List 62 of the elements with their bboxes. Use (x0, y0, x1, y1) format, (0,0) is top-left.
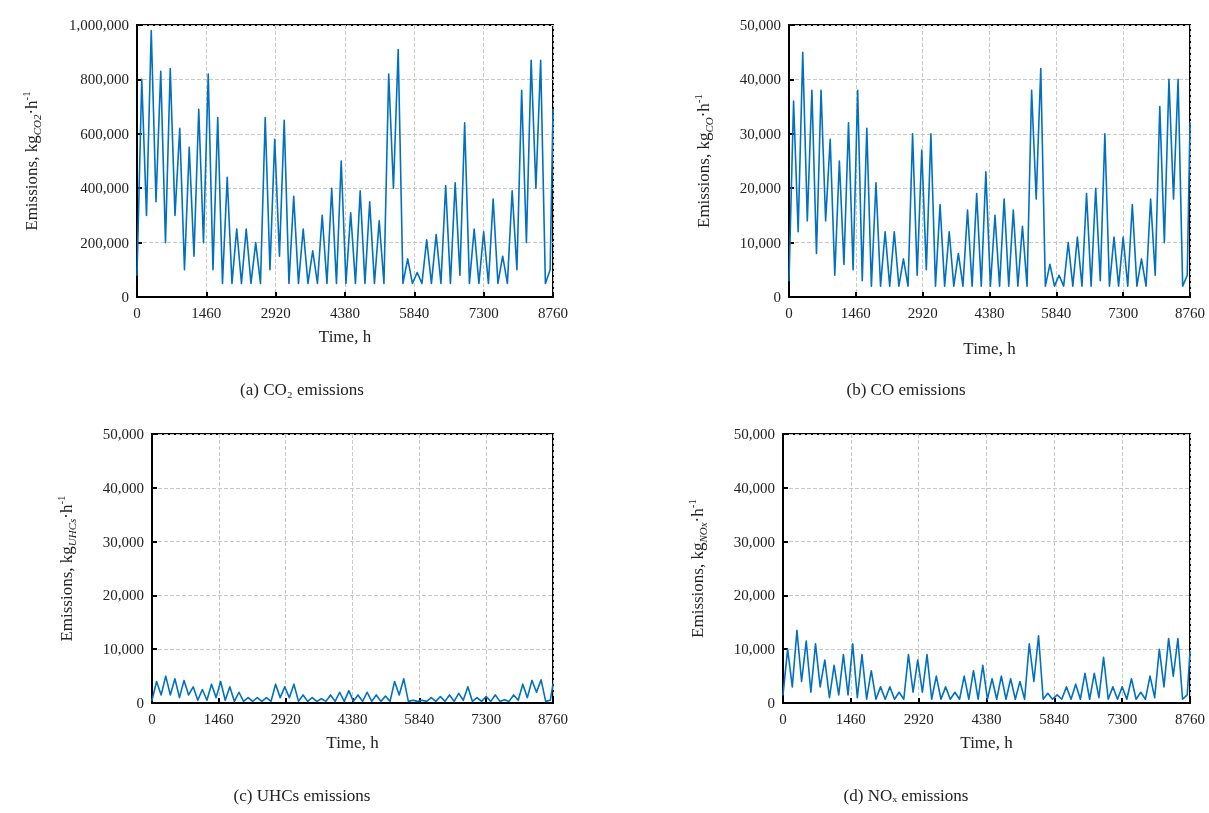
y-axis-title: Emissions, kgCO·h-1 (691, 93, 715, 229)
x-tick-label: 1460 (191, 304, 222, 321)
x-tick-label: 8760 (1175, 304, 1205, 321)
x-tick-label: 8760 (538, 710, 568, 727)
x-tick-label: 7300 (1107, 710, 1138, 727)
y-tick-label: 0 (136, 695, 144, 711)
text: (b) CO emissions (846, 380, 966, 399)
x-tick-label: 5840 (1039, 710, 1070, 727)
x-tick-label: 4380 (330, 304, 360, 321)
x-tick-label: 1460 (835, 710, 866, 727)
x-tick-label: 1460 (203, 710, 234, 727)
x-tick-label: 7300 (471, 710, 502, 727)
x-tick-label: 4380 (337, 710, 368, 727)
y-tick-label: 10,000 (739, 234, 781, 251)
x-tick-label: 5840 (1041, 304, 1072, 321)
y-tick-label: 50,000 (739, 17, 781, 33)
x-tick-label: 4380 (971, 710, 1002, 727)
y-tick-label: 0 (767, 695, 775, 711)
y-tick-label: 0 (773, 289, 781, 305)
y-tick-label: 20,000 (739, 180, 781, 197)
y-tick-label: 10,000 (102, 641, 144, 658)
x-axis-title: Time, h (963, 338, 1017, 358)
x-tick-label: 2920 (260, 304, 291, 321)
y-tick-label: 30,000 (102, 533, 144, 550)
x-tick-label: 5840 (404, 710, 435, 727)
y-tick-label: 40,000 (739, 71, 781, 88)
x-tick-label: 0 (148, 710, 156, 727)
x-tick-label: 4380 (974, 304, 1005, 321)
x-tick-label: 2920 (270, 710, 301, 727)
y-tick-label: 30,000 (739, 125, 781, 142)
y-tick-label: 200,000 (80, 234, 129, 251)
y-tick-label: 20,000 (102, 587, 144, 604)
text: (c) UHCs emissions (233, 786, 371, 805)
x-tick-label: 7300 (1108, 304, 1139, 321)
x-tick-label: 0 (785, 304, 793, 321)
y-tick-label: 40,000 (733, 479, 775, 496)
x-tick-label: 5840 (399, 304, 430, 321)
x-tick-label: 8760 (538, 304, 568, 321)
y-tick-label: 20,000 (733, 587, 775, 604)
y-tick-label: 10,000 (733, 641, 775, 658)
y-tick-label: 30,000 (733, 533, 775, 550)
line-series (136, 29, 554, 285)
y-tick-label: 800,000 (80, 71, 129, 88)
text: (a) CO₂ emissions (240, 380, 364, 399)
y-tick-label: 600,000 (80, 125, 129, 142)
y-tick-label: 50,000 (102, 426, 144, 442)
x-tick-label: 2920 (907, 304, 938, 321)
x-axis-title: Time, h (318, 326, 372, 346)
x-tick-label: 8760 (1175, 710, 1205, 727)
y-tick-label: 400,000 (80, 180, 129, 197)
x-tick-label: 2920 (903, 710, 934, 727)
y-tick-label: 1,000,000 (69, 17, 129, 33)
x-axis-title: Time, h (326, 732, 380, 752)
x-tick-label: 1460 (840, 304, 871, 321)
y-tick-label: 40,000 (102, 479, 144, 496)
y-axis-title: Emissions, kgUHCs·h-1 (54, 495, 78, 642)
x-axis-title: Time, h (960, 732, 1014, 752)
y-tick-label: 50,000 (733, 426, 775, 442)
text: (d) NOₓ emissions (843, 786, 969, 805)
y-tick-label: 0 (121, 289, 129, 305)
line-series (788, 51, 1191, 287)
x-tick-label: 7300 (468, 304, 499, 321)
